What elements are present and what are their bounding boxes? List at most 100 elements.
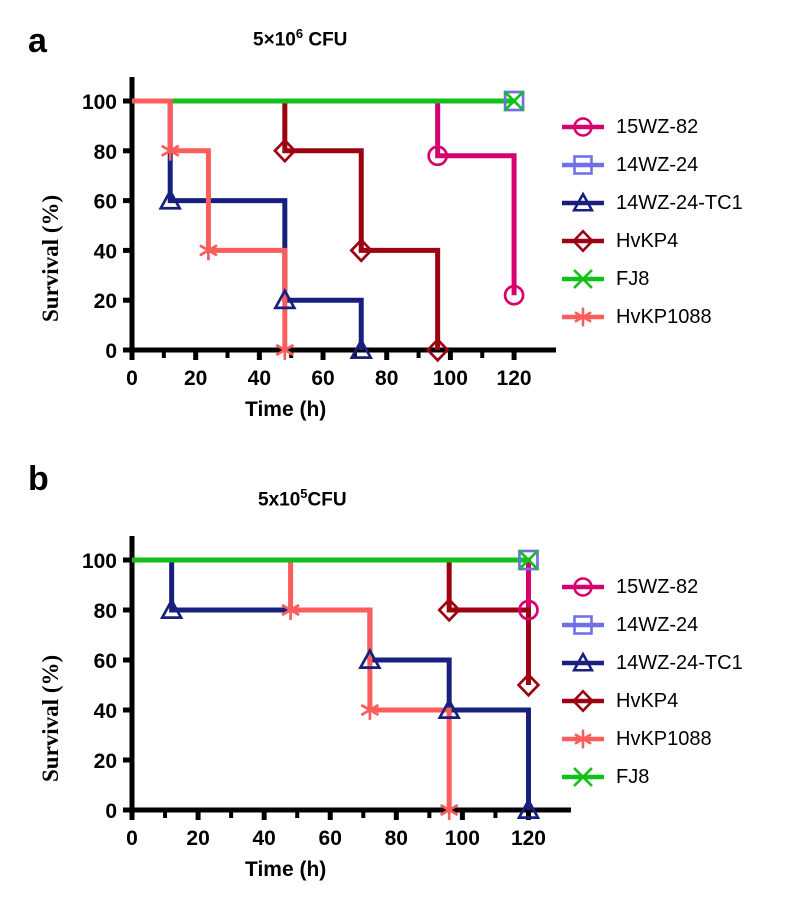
series-line-15WZ-82 [132,557,531,610]
legend-label-FJ8: FJ8 [616,765,650,788]
legend-label-14WZ-24: 14WZ-24 [616,153,699,176]
series-marker-HvKP1088 [275,340,295,360]
x-tick-label: 100 [433,367,468,390]
legend-item-HvKP1088[interactable]: HvKP1088 [560,720,743,758]
panel-b-plot: 0 20 40 60 80 100 0 20 40 60 80 100 120 [82,536,571,850]
legend-item-HvKP4[interactable]: HvKP4 [560,222,743,260]
panel-a-letter: a [28,22,47,60]
legend-marker-HvKP1088 [562,307,604,327]
y-tick-label: 100 [82,550,117,573]
x-tick-label: 0 [126,367,138,390]
y-tick-label: 20 [94,290,117,313]
panel-b-title-base: 10 [279,489,301,511]
series-marker-14WZ-24-TC1 [437,697,461,719]
panel-a-legend: 15WZ-82 14WZ-24 14WZ-24-TC1 HvKP4 FJ8 HvKP108… [560,108,743,336]
legend-item-15WZ-82[interactable]: 15WZ-82 [560,568,743,606]
x-tick-label: 120 [497,367,532,390]
panel-a-title: 5×106 CFU [253,26,347,51]
y-tick-label: 80 [94,600,117,623]
legend-marker-HvKP4 [562,229,604,253]
legend-marker-FJ8 [562,767,604,787]
series-marker-14WZ-24-TC1 [516,797,541,819]
legend-marker-14WZ-24 [562,615,604,635]
series-marker-14WZ-24-TC1 [349,337,373,359]
legend-item-14WZ-24[interactable]: 14WZ-24 [560,606,743,644]
series-line-14WZ-24-TC1 [132,98,364,350]
panel-a-plot: 0 20 40 60 80 100 0 20 40 60 80 100 120 [82,77,556,390]
series-marker-15WZ-82 [427,145,449,167]
panel-a-x-axis-label: Time (h) [245,398,327,421]
series-marker-14WZ-24 [503,90,525,112]
series-line-HvKP1088 [132,557,452,810]
legend-label-14WZ-24-TC1: 14WZ-24-TC1 [616,191,743,214]
legend-label-HvKP4: HvKP4 [616,689,679,712]
panel-b-title-exponent: 5 [300,486,308,501]
series-marker-HvKP1088 [360,700,380,720]
x-tick-label: 20 [184,367,207,390]
legend-label-14WZ-24: 14WZ-24 [616,613,699,636]
x-tick-label: 100 [445,827,480,850]
y-tick-label: 0 [105,340,117,363]
panel-b-x-axis-label: Time (h) [245,858,327,881]
panel-b-title-prefix: 5 [258,489,269,511]
series-marker-HvKP1088 [281,600,300,620]
panel-a-title-times: × [263,29,275,51]
x-tick-label: 0 [126,827,138,850]
legend-marker-HvKP1088 [562,729,604,749]
legend-item-HvKP4[interactable]: HvKP4 [560,682,743,720]
x-tick-label: 20 [186,827,209,850]
series-marker-FJ8 [518,549,539,571]
series-marker-HvKP4 [273,138,297,164]
legend-label-14WZ-24-TC1: 14WZ-24-TC1 [616,651,743,674]
series-marker-HvKP4 [349,238,374,263]
legend-marker-14WZ-24 [562,155,604,175]
legend-marker-15WZ-82 [562,117,604,137]
legend-label-15WZ-82: 15WZ-82 [616,575,699,598]
legend-marker-14WZ-24-TC1 [562,191,604,212]
series-marker-HvKP4 [437,597,461,623]
panel-a-title-suffix: CFU [303,29,348,51]
legend-label-HvKP4: HvKP4 [616,229,679,252]
series-marker-HvKP1088 [439,800,459,820]
series-marker-15WZ-82 [518,599,539,621]
legend-item-FJ8[interactable]: FJ8 [560,260,743,298]
x-tick-label: 40 [248,367,271,390]
x-tick-label: 120 [511,827,546,850]
series-marker-14WZ-24-TC1 [159,597,184,619]
series-marker-HvKP1088 [199,240,218,261]
legend-marker-14WZ-24-TC1 [562,651,604,672]
x-tick-label: 80 [385,827,408,850]
legend-label-HvKP1088: HvKP1088 [616,727,712,750]
legend-marker-15WZ-82 [562,577,604,597]
x-tick-label: 60 [319,827,342,850]
series-marker-FJ8 [503,90,525,112]
series-marker-HvKP1088 [160,140,180,161]
y-tick-label: 100 [82,91,117,114]
legend-item-14WZ-24-TC1[interactable]: 14WZ-24-TC1 [560,644,743,682]
legend-marker-FJ8 [562,269,604,289]
legend-item-HvKP1088[interactable]: HvKP1088 [560,298,743,336]
legend-item-14WZ-24[interactable]: 14WZ-24 [560,146,743,184]
series-line-14WZ-24-TC1 [132,557,531,810]
panel-b-letter: b [28,460,49,498]
panel-b: b 5x105CFU Survival (%) Time (h) 0 20 40 60… [0,450,789,900]
y-tick-label: 40 [94,700,117,723]
panel-b-title-times: x [268,489,280,511]
series-marker-15WZ-82 [503,284,525,306]
series-marker-HvKP4 [425,337,450,363]
panel-a: a 5×106 CFU Survival (%) Time (h) 0 20 40 6… [28,22,743,421]
series-marker-14WZ-24 [518,549,539,571]
x-tick-label: 60 [311,367,334,390]
x-tick-label: 40 [252,827,275,850]
legend-item-15WZ-82[interactable]: 15WZ-82 [560,108,743,146]
legend-label-15WZ-82: 15WZ-82 [616,115,699,138]
panel-a-title-prefix: 5 [253,29,264,51]
legend-item-14WZ-24-TC1[interactable]: 14WZ-24-TC1 [560,184,743,222]
series-marker-HvKP4 [516,672,541,698]
y-tick-label: 60 [94,191,117,214]
y-tick-label: 0 [105,800,117,823]
series-marker-14WZ-24-TC1 [158,188,182,210]
x-tick-label: 80 [375,367,398,390]
legend-item-FJ8[interactable]: FJ8 [560,758,743,796]
panel-a-title-exponent: 6 [295,26,304,41]
